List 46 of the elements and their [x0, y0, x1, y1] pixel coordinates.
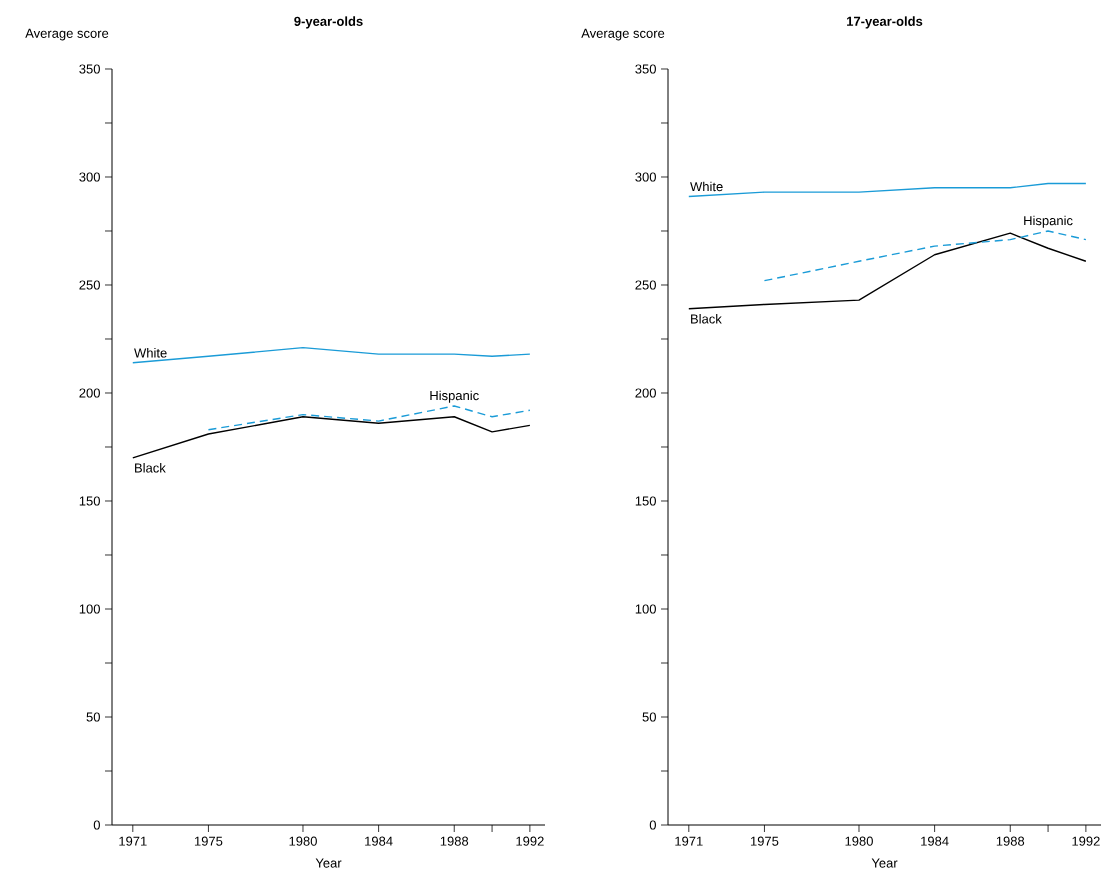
x-tick-label: 1984 — [365, 836, 393, 846]
chart-title: 17-year-olds — [847, 16, 923, 29]
x-tick-label: 1971 — [119, 836, 147, 846]
y-tick-label: 300 — [79, 172, 100, 182]
line-series — [688, 182, 1087, 198]
series-label: Hispanic — [1024, 215, 1073, 228]
y-tick-label: 250 — [79, 280, 100, 290]
line-series — [763, 230, 1087, 282]
line-series — [688, 232, 1087, 310]
y-tick-label: 200 — [635, 388, 656, 398]
line-series — [132, 416, 531, 459]
y-tick-label: 50 — [86, 712, 100, 722]
x-tick-label: 1988 — [440, 836, 469, 846]
y-tick-label: 0 — [649, 820, 656, 830]
series-label: Hispanic — [430, 390, 479, 403]
x-tick-label: 1992 — [516, 836, 544, 846]
series-label: Black — [135, 462, 166, 473]
series-label: White — [134, 348, 167, 358]
y-tick-label: 350 — [79, 64, 100, 74]
y-tick-label: 150 — [635, 496, 656, 506]
x-tick-label: 1984 — [921, 836, 949, 846]
line-series — [132, 346, 531, 364]
y-tick-label: 50 — [642, 712, 656, 722]
y-tick-label: 350 — [635, 64, 656, 74]
series-label: Black — [691, 313, 722, 324]
x-tick-label: 1980 — [289, 836, 317, 846]
y-tick-label: 200 — [79, 388, 100, 398]
x-tick-label: 1975 — [194, 836, 223, 846]
x-tick-label: 1975 — [750, 836, 779, 846]
y-tick-label: 150 — [79, 496, 100, 506]
x-tick-label: 1971 — [675, 836, 703, 846]
x-tick-label: 1992 — [1072, 836, 1100, 846]
x-tick-label: 1980 — [845, 836, 873, 846]
x-axis-title: Year — [871, 858, 898, 868]
y-axis-title: Average score — [581, 28, 665, 41]
series-label: White — [690, 181, 723, 192]
chart-title: 9-year-olds — [294, 16, 363, 29]
y-tick-label: 250 — [635, 280, 656, 290]
line-series — [207, 405, 531, 431]
x-axis-title: Year — [315, 858, 342, 868]
y-tick-label: 100 — [635, 604, 656, 614]
y-axis-title: Average score — [25, 28, 109, 41]
x-tick-label: 1988 — [996, 836, 1025, 846]
y-tick-label: 100 — [79, 604, 100, 614]
y-tick-label: 300 — [635, 172, 656, 182]
y-tick-label: 0 — [93, 820, 100, 830]
